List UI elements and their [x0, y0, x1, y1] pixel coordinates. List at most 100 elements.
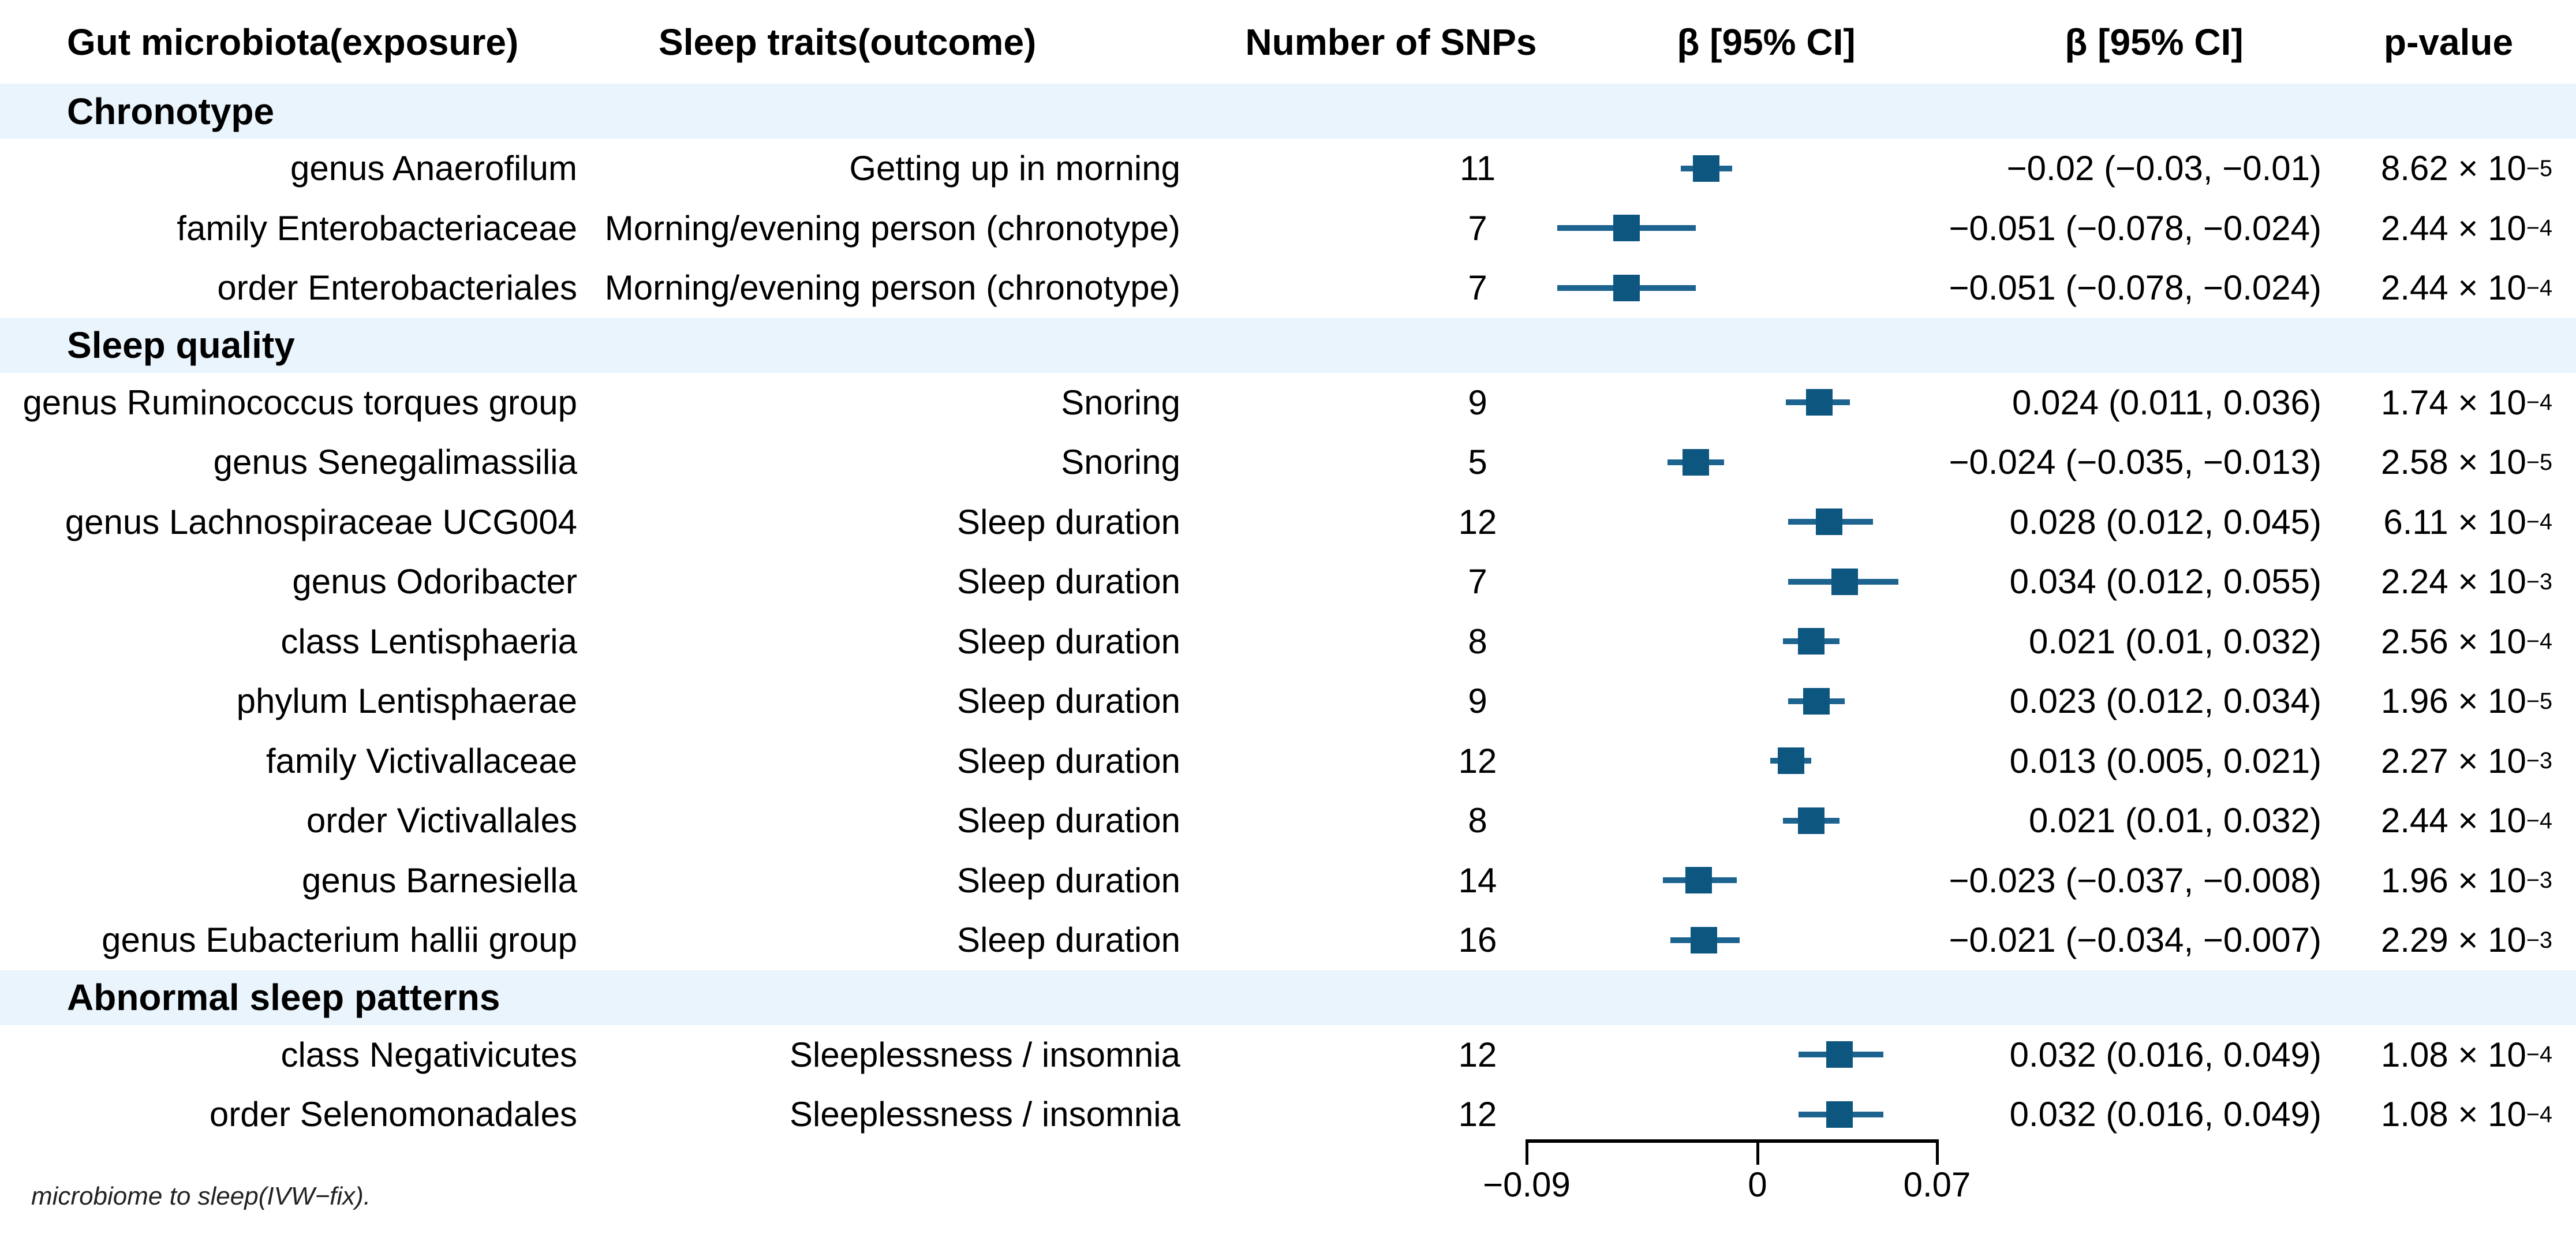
beta-ci-cell: −0.024 (−0.035, −0.013) [1949, 443, 2321, 482]
beta-ci-cell: 0.013 (0.005, 0.021) [2009, 741, 2321, 780]
beta-ci-cell: −0.051 (−0.078, −0.024) [1949, 208, 2321, 248]
beta-marker [1613, 215, 1640, 242]
axis-tick [1526, 1139, 1528, 1165]
outcome-cell: Sleep duration [957, 801, 1180, 840]
p-value-cell: 2.58 × 10 −5 [2380, 443, 2552, 482]
p-value-cell: 2.29 × 10 −3 [2380, 921, 2552, 960]
table-row: genus Barnesiella Sleep duration 14 −0.023 … [0, 850, 2576, 911]
section-band: Sleep quality [0, 317, 2576, 373]
snp-count-cell: 12 [1458, 741, 1497, 780]
section-label: Sleep quality [67, 324, 295, 366]
figure-footnote: microbiome to sleep(IVW−fix). [31, 1182, 371, 1210]
p-value-cell: 2.24 × 10 −3 [2380, 562, 2552, 601]
section-label: Abnormal sleep patterns [67, 977, 500, 1018]
beta-marker [1693, 155, 1720, 182]
exposure-cell: genus Senegalimassilia [213, 443, 577, 482]
header-p-value: p-value [2383, 21, 2514, 63]
outcome-cell: Morning/evening person (chronotype) [604, 208, 1180, 248]
beta-marker [1816, 508, 1843, 536]
beta-marker [1690, 926, 1717, 953]
outcome-cell: Snoring [1061, 443, 1180, 482]
forest-marker-group [0, 910, 2576, 970]
p-value-base: 1.08 × 10 [2380, 1035, 2526, 1074]
outcome-cell: Sleep duration [957, 741, 1180, 780]
beta-marker [1798, 628, 1825, 655]
p-value-base: 1.96 × 10 [2380, 861, 2526, 900]
p-value-base: 2.44 × 10 [2380, 801, 2526, 840]
p-value-cell: 6.11 × 10 −4 [2383, 502, 2552, 541]
p-value-base: 2.44 × 10 [2380, 268, 2526, 308]
header-beta-ci-plot: β [95% CI] [1677, 21, 1856, 63]
forest-marker-group [0, 851, 2576, 911]
axis-tick [1756, 1139, 1759, 1165]
table-row: family Victivallaceae Sleep duration 12 0.0… [0, 731, 2576, 791]
p-value-cell: 8.62 × 10 −5 [2380, 149, 2552, 188]
outcome-cell: Morning/evening person (chronotype) [604, 268, 1180, 308]
exposure-cell: phylum Lentisphaerae [236, 682, 577, 721]
p-value-cell: 1.96 × 10 −3 [2380, 861, 2552, 900]
beta-marker [1831, 568, 1859, 595]
exposure-cell: family Victivallaceae [266, 741, 577, 780]
section-band: Chronotype [0, 84, 2576, 139]
axis-tick-label: 0.07 [1903, 1165, 1971, 1204]
forest-marker-group [0, 492, 2576, 552]
forest-marker-group [0, 1085, 2576, 1145]
forest-marker-group [0, 199, 2576, 259]
exposure-cell: genus Eubacterium hallii group [102, 921, 577, 960]
outcome-cell: Sleeplessness / insomnia [789, 1035, 1180, 1074]
exposure-cell: order Enterobacteriales [217, 268, 577, 308]
p-value-base: 8.62 × 10 [2380, 149, 2526, 188]
p-value-cell: 2.44 × 10 −4 [2380, 208, 2552, 248]
table-row: genus Eubacterium hallii group Sleep dura… [0, 910, 2576, 970]
rows-container: Chronotype genus Anaerofilum Getting up in… [0, 84, 2576, 1145]
p-value-base: 1.96 × 10 [2380, 682, 2526, 721]
beta-marker [1777, 747, 1804, 775]
p-value-base: 2.29 × 10 [2380, 921, 2526, 960]
p-value-cell: 1.74 × 10 −4 [2380, 383, 2552, 422]
exposure-cell: class Negativicutes [281, 1035, 577, 1074]
beta-ci-cell: −0.021 (−0.034, −0.007) [1949, 921, 2321, 960]
beta-marker [1826, 1101, 1853, 1128]
p-value-cell: 2.27 × 10 −3 [2380, 741, 2552, 780]
beta-marker [1805, 389, 1833, 416]
p-value-cell: 1.08 × 10 −4 [2380, 1095, 2552, 1134]
table-row: phylum Lentisphaerae Sleep duration 9 0.023… [0, 671, 2576, 731]
table-row: class Negativicutes Sleeplessness / insom… [0, 1024, 2576, 1085]
beta-ci-cell: 0.023 (0.012, 0.034) [2009, 682, 2321, 721]
forest-marker-group [0, 552, 2576, 612]
beta-ci-cell: 0.021 (0.01, 0.032) [2028, 622, 2321, 661]
table-row: order Victivallales Sleep duration 8 0.021 … [0, 791, 2576, 851]
outcome-cell: Sleep duration [957, 622, 1180, 661]
outcome-cell: Sleep duration [957, 861, 1180, 900]
beta-ci-cell: −0.051 (−0.078, −0.024) [1949, 268, 2321, 308]
snp-count-cell: 9 [1468, 682, 1487, 721]
forest-marker-group [0, 139, 2576, 199]
p-value-cell: 2.44 × 10 −4 [2380, 801, 2552, 840]
p-value-base: 6.11 × 10 [2383, 502, 2526, 541]
p-value-base: 2.24 × 10 [2380, 562, 2526, 601]
p-value-base: 2.58 × 10 [2380, 443, 2526, 482]
section-band: Abnormal sleep patterns [0, 970, 2576, 1025]
outcome-cell: Sleep duration [957, 502, 1180, 541]
beta-marker [1683, 448, 1710, 476]
beta-marker [1613, 274, 1640, 301]
beta-marker [1826, 1041, 1853, 1068]
snp-count-cell: 9 [1468, 383, 1487, 422]
header-gut-microbiota: Gut microbiota(exposure) [67, 21, 519, 63]
outcome-cell: Sleeplessness / insomnia [789, 1095, 1180, 1134]
exposure-cell: class Lentisphaeria [281, 622, 577, 661]
beta-ci-cell: −0.023 (−0.037, −0.008) [1949, 861, 2321, 900]
snp-count-cell: 12 [1458, 1035, 1497, 1074]
beta-marker [1685, 867, 1712, 894]
p-value-cell: 1.08 × 10 −4 [2380, 1035, 2552, 1074]
outcome-cell: Snoring [1061, 383, 1180, 422]
table-row: genus Anaerofilum Getting up in morning 11… [0, 139, 2576, 199]
snp-count-cell: 5 [1468, 443, 1487, 482]
forest-marker-group [0, 671, 2576, 731]
p-value-base: 2.27 × 10 [2380, 741, 2526, 780]
p-value-base: 2.56 × 10 [2380, 622, 2526, 661]
beta-marker [1798, 807, 1825, 834]
outcome-cell: Sleep duration [957, 682, 1180, 721]
forest-marker-group [0, 1025, 2576, 1085]
